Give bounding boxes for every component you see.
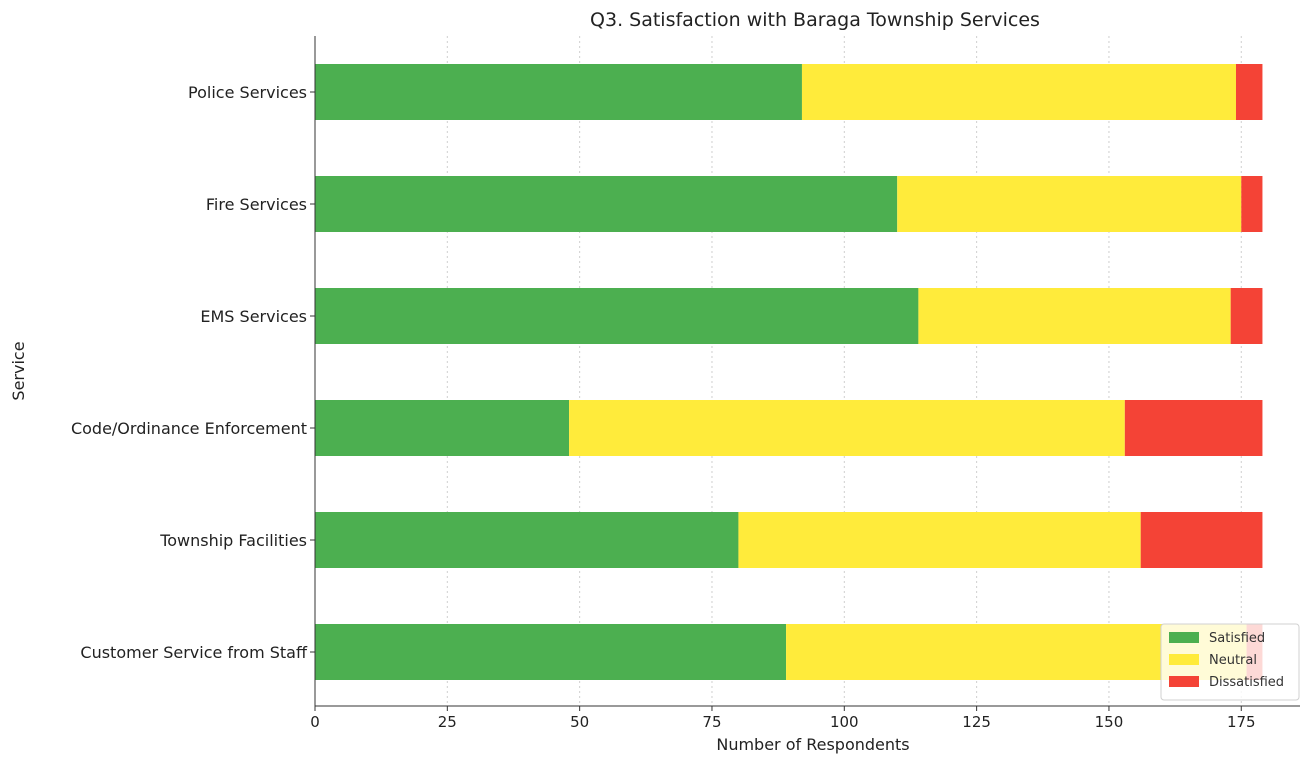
legend-swatch bbox=[1169, 676, 1199, 687]
bar-segment-neutral bbox=[918, 288, 1231, 344]
legend-label: Neutral bbox=[1209, 653, 1257, 668]
bar-segment-neutral bbox=[897, 176, 1242, 232]
category-label: Township Facilities bbox=[159, 531, 307, 550]
x-tick-label: 0 bbox=[310, 713, 320, 731]
category-label: Customer Service from Staff bbox=[80, 643, 308, 662]
category-label: Police Services bbox=[188, 83, 307, 102]
x-tick-label: 50 bbox=[570, 713, 589, 731]
bar-segment-satisfied bbox=[315, 64, 802, 120]
bar-segment-dissatisfied bbox=[1235, 64, 1263, 120]
category-label: Fire Services bbox=[206, 195, 307, 214]
bar-segment-dissatisfied bbox=[1140, 512, 1263, 568]
legend-label: Satisfied bbox=[1209, 631, 1265, 646]
bar-segment-neutral bbox=[569, 400, 1125, 456]
y-tick-labels: Police Services Fire Services EMS Services… bbox=[71, 83, 315, 662]
x-axis-label: Number of Respondents bbox=[716, 735, 909, 754]
x-tick-label: 125 bbox=[962, 713, 991, 731]
grid bbox=[446, 36, 1242, 706]
x-tick-label: 150 bbox=[1095, 713, 1124, 731]
legend-swatch bbox=[1169, 632, 1199, 643]
bar-segment-satisfied bbox=[315, 176, 898, 232]
bar-segment-satisfied bbox=[315, 512, 739, 568]
category-label: EMS Services bbox=[200, 307, 307, 326]
chart-title: Q3. Satisfaction with Baraga Township Se… bbox=[590, 9, 1040, 31]
x-tick-label: 100 bbox=[830, 713, 859, 731]
axes bbox=[314, 36, 1300, 707]
bar-segment-satisfied bbox=[315, 400, 570, 456]
x-tick-label: 75 bbox=[702, 713, 721, 731]
legend: Satisfied Neutral Dissatisfied bbox=[1160, 623, 1300, 701]
x-tick-label: 25 bbox=[438, 713, 457, 731]
bar-segment-dissatisfied bbox=[1124, 400, 1263, 456]
bar-segment-neutral bbox=[801, 64, 1236, 120]
y-axis-label: Service bbox=[9, 341, 28, 400]
bars bbox=[315, 64, 1263, 680]
legend-label: Dissatisfied bbox=[1209, 675, 1284, 690]
bar-segment-satisfied bbox=[315, 624, 787, 680]
bar-segment-satisfied bbox=[315, 288, 919, 344]
bar-segment-dissatisfied bbox=[1241, 176, 1263, 232]
bar-segment-neutral bbox=[738, 512, 1141, 568]
x-tick-label: 175 bbox=[1227, 713, 1256, 731]
legend-swatch bbox=[1169, 654, 1199, 665]
x-tick-labels: 0 25 50 75 100 125 150 175 bbox=[310, 706, 1256, 731]
bar-segment-dissatisfied bbox=[1230, 288, 1263, 344]
category-label: Code/Ordinance Enforcement bbox=[71, 419, 307, 438]
